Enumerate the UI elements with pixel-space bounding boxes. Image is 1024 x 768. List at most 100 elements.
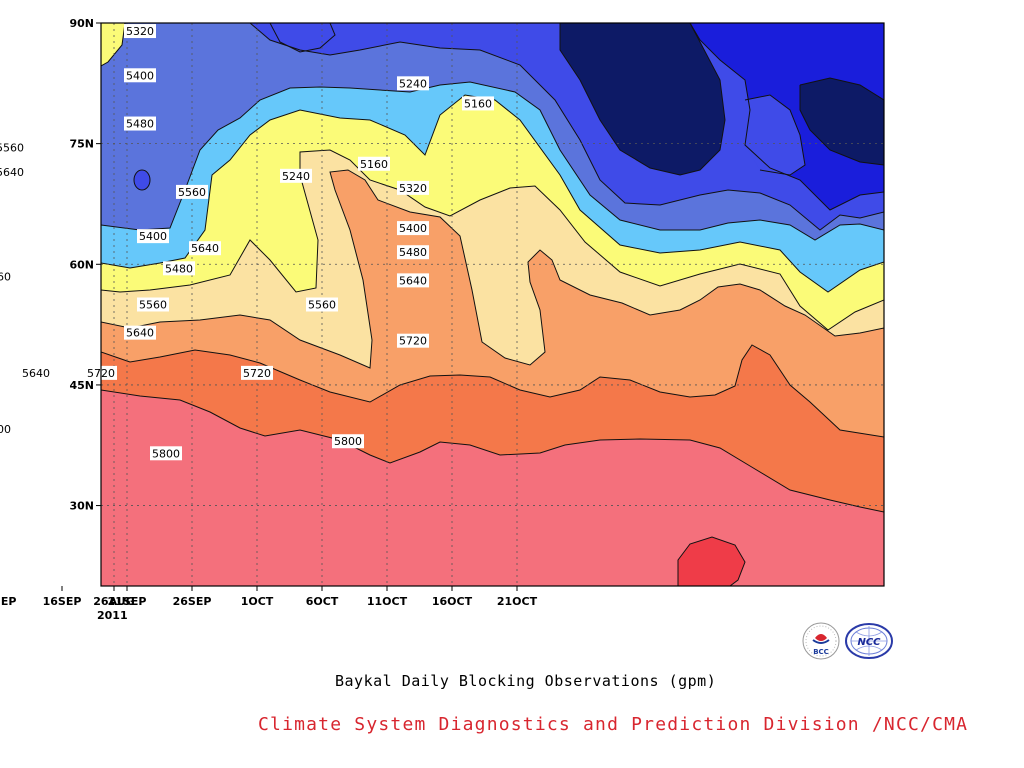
y-tick-label: 90N xyxy=(69,17,94,30)
contour-label: 5560 xyxy=(306,297,338,312)
contour-label: 5320 xyxy=(124,24,156,38)
fill-above-5880 xyxy=(678,537,745,586)
contour-label: 5480 xyxy=(124,116,156,131)
contour-label: 5400 xyxy=(397,221,429,236)
contour-label-text: 5320 xyxy=(126,25,154,38)
contour-label-bg xyxy=(0,140,26,155)
contour-label-text: 5400 xyxy=(126,69,154,82)
contour-line-5240 xyxy=(689,23,884,211)
contour-label-bg xyxy=(397,333,429,348)
contour-label: 5640 xyxy=(20,365,52,380)
contour-label-bg xyxy=(20,365,52,380)
contour-label-text: 5160 xyxy=(360,158,388,171)
contour-label-text: 5800 xyxy=(152,447,180,460)
contour-line-5320-west xyxy=(269,23,336,53)
ncc-logo-text: NCC xyxy=(857,637,881,648)
contour-label: 5240 xyxy=(280,168,312,183)
contour-label-text: 5720 xyxy=(399,335,427,348)
contour-label-text: 5800 xyxy=(334,435,362,448)
contour-label-text: 5400 xyxy=(399,222,427,235)
x-tick-label: 11SEP xyxy=(0,595,16,608)
contour-line-5400 xyxy=(101,81,884,241)
fill-below-5160-a xyxy=(560,23,725,175)
contour-label: 5800 xyxy=(332,434,364,449)
contour-label: 5160 xyxy=(462,96,494,111)
x-tick-label: 26AUG xyxy=(93,595,134,608)
contour-label-text: 5560 xyxy=(308,299,336,312)
y-tick-label: 45N xyxy=(69,379,94,392)
contour-label-bg xyxy=(176,184,208,199)
contour-label-text: 5320 xyxy=(399,182,427,195)
contour-line-5240-east xyxy=(744,94,806,176)
y-tick-label: 60N xyxy=(69,258,94,271)
x-tick-label: 1OCT xyxy=(241,595,274,608)
contour-label: 5800 xyxy=(150,446,182,461)
fill-5560-5640-northwest xyxy=(101,23,125,66)
ncc-logo: NCC xyxy=(844,622,894,660)
contour-label-text: 5640 xyxy=(0,166,24,179)
contour-label-bg xyxy=(397,221,429,236)
contour-label: 5640 xyxy=(189,241,221,256)
contour-label: 5640 xyxy=(397,273,429,288)
x-tick-label: 21SEP xyxy=(108,595,147,608)
contour-label-text: 5480 xyxy=(399,246,427,259)
contour-fills xyxy=(101,23,884,586)
contour-label: 5400 xyxy=(137,229,169,244)
fill-5160-5240 xyxy=(280,23,884,210)
contour-label-text: 5560 xyxy=(0,142,24,155)
contour-label-bg xyxy=(189,241,221,256)
contour-line-low xyxy=(133,169,151,191)
contour-labels: 5320 5400 5400 5240 5160 5480 5480 5560 5160 5640… xyxy=(0,24,494,461)
chart-title: Baykal Daily Blocking Observations (gpm) xyxy=(335,672,717,690)
y-tick-label: 75N xyxy=(69,138,94,151)
contour-label-text: 5160 xyxy=(464,97,492,110)
contour-label-bg xyxy=(124,116,156,131)
contour-line-5560 xyxy=(101,149,884,331)
contour-label-text: 5640 xyxy=(22,367,50,380)
contour-label: 5400 xyxy=(124,68,156,83)
contour-label: 5560 xyxy=(0,140,26,155)
contour-label-text: 5640 xyxy=(126,327,154,340)
contour-line-5880 xyxy=(677,536,746,586)
contour-label: 5320 xyxy=(397,180,429,195)
year-label: 2011 xyxy=(97,609,128,622)
contour-label: 5240 xyxy=(397,76,429,91)
contour-label: 5800 xyxy=(0,422,13,437)
contour-label-text: 5640 xyxy=(191,242,219,255)
contour-label-text: 5240 xyxy=(399,77,427,90)
contour-label-text: 5560 xyxy=(178,186,206,199)
grid-lines xyxy=(101,23,884,586)
contour-label-bg xyxy=(397,245,429,260)
contour-label-bg xyxy=(332,434,364,449)
x-tick-label: 11OCT xyxy=(367,595,408,608)
contour-label: 5480 xyxy=(397,245,429,260)
contour-line-5160-b xyxy=(799,77,884,166)
contour-label-text: 5480 xyxy=(126,118,154,131)
x-tick-label: 6OCT xyxy=(306,595,339,608)
contour-label-text: 5240 xyxy=(282,170,310,183)
plot-frame xyxy=(100,22,885,587)
contour-label-bg xyxy=(358,156,390,171)
contour-line-5480 xyxy=(101,94,884,293)
contour-label-bg xyxy=(137,229,169,244)
fill-5320-5400-low xyxy=(134,170,150,190)
contour-label-bg xyxy=(137,297,169,312)
contour-label-bg xyxy=(280,168,312,183)
contour-label-text: 5400 xyxy=(139,230,167,243)
contour-label-bg xyxy=(124,24,156,39)
contour-line-5640 xyxy=(101,169,884,369)
contour-label-bg xyxy=(397,76,429,91)
contour-label-bg xyxy=(163,261,195,276)
x-tick-label: 21OCT xyxy=(497,595,538,608)
contour-label-text: 5800 xyxy=(0,423,11,436)
x-axis: 26AUG1SEP6SEP11SEP16SEP21SEP26SEP1OCT6OC… xyxy=(0,586,538,608)
contour-line-5560-nw xyxy=(101,23,126,67)
contour-label-text: 5720 xyxy=(243,367,271,380)
contour-label: 5640 xyxy=(0,164,26,179)
contour-line-5800 xyxy=(101,389,884,513)
contour-label: 5560 xyxy=(176,184,208,199)
contour-label-bg xyxy=(397,273,429,288)
contour-label-bg xyxy=(241,365,273,380)
contour-label: 5480 xyxy=(163,261,195,276)
